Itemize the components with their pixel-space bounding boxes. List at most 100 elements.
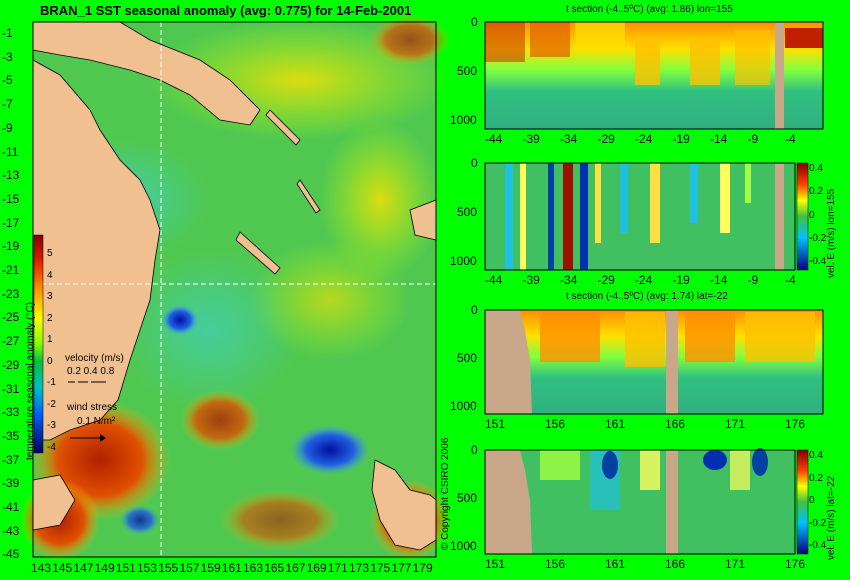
map-y-tick: -37 [2,452,20,467]
panel-x-tick: 161 [605,557,626,571]
panel-x-tick: -44 [485,273,503,287]
panel-x-tick: -4 [785,132,796,146]
map-y-tick: -1 [2,26,13,40]
map-y-tick: -21 [2,263,20,277]
colorbar-tick: 3 [47,291,53,302]
map-y-tick: -27 [2,334,20,349]
panel-x-tick: 176 [785,417,806,431]
vel-colorbar-tick: 0 [809,495,815,507]
panel-x-tick: 156 [545,557,566,571]
t-section-lon155-plot [484,21,824,130]
panel-y-tick: 0 [471,303,478,317]
panel-x-tick: 166 [665,417,686,431]
map-x-tick: 151 [115,561,136,575]
map-x-tick: 159 [200,561,221,575]
panel-y-tick: 1000 [450,254,477,269]
velocity-label: velocity (m/s) [65,353,124,364]
panel1-title: t section (-4..5ºC) (avg: 1.86) lon=155 [566,4,733,15]
map-x-tick: 143 [31,561,52,575]
map-y-tick: -29 [2,357,20,372]
panel-y-tick: 500 [457,490,478,505]
map-x-tick: 175 [370,561,391,575]
panel-y-tick: 1000 [450,398,477,413]
panel-x-tick: -4 [785,273,796,287]
map-x-tick: 167 [285,561,306,575]
map-x-tick: 165 [264,561,285,575]
map-y-tick: -41 [2,500,20,514]
panel-x-tick: -44 [485,132,503,146]
vel-colorbar-tick: -0.2 [809,232,827,244]
panel-y-tick: 500 [457,205,478,220]
panel-x-tick: -19 [672,273,690,287]
vel-colorbar-tick: -0.2 [809,517,827,529]
map-y-tick: -11 [2,144,19,159]
wind-stress-label: wind stress [67,402,118,413]
colorbar-tick: 5 [47,248,53,259]
map-x-tick: 179 [412,561,433,575]
panel-x-tick: -29 [597,273,615,287]
panel-x-tick: 171 [725,557,746,571]
velocity-values: 0.2 0.4 0.8 [67,366,115,377]
map-y-tick: -15 [2,191,20,206]
vel-colorbar-tick: 0 [809,209,815,221]
map-x-tick: 145 [52,561,73,575]
panel-y-tick: 0 [471,156,478,170]
panel-x-tick: -34 [560,132,578,146]
colorbar-tick: 2 [47,312,53,324]
map-y-tick: -5 [2,73,13,88]
panel-y-tick: 0 [471,15,478,29]
panel-x-tick: 156 [545,417,566,431]
map-x-tick: 177 [391,561,412,575]
map-x-tick: 149 [94,561,115,575]
panel-y-tick: 1000 [450,538,477,553]
copyright-text: © Copyright CSIRO 2006 [440,437,451,550]
map-y-tick: -43 [2,523,20,538]
panel-x-tick: 151 [485,417,506,431]
panel-x-tick: -14 [710,132,728,146]
panel-y-tick: 0 [471,443,478,457]
velocity-legend-arrows [68,381,106,442]
vel-colorbar-label-lon155: vel. E (m/s) lon=155 [826,188,837,278]
map-y-tick: -31 [2,381,20,396]
wind-stress-value: 0.1 N/m² [77,416,116,427]
map-x-tick: 163 [243,561,264,575]
new-caledonia-landmass [235,231,281,275]
map-x-tick: 161 [221,561,242,575]
vel-section-lon155-plot [484,162,809,271]
vel-colorbar-tick: -0.4 [809,256,827,268]
panel-x-tick: 176 [785,557,806,571]
map-y-tick: -19 [2,239,20,254]
panel-x-tick: -34 [560,273,578,287]
map-y-tick: -17 [2,215,20,230]
map-y-tick: -33 [2,405,20,420]
panel-x-tick: -24 [635,273,653,287]
map-y-tick: -23 [2,286,20,301]
colorbar-tick: 1 [47,334,53,345]
vel-colorbar-tick: 0.2 [809,186,823,198]
map-y-tick: -9 [2,120,13,135]
panel-x-tick: -9 [747,132,759,146]
map-y-tick: -25 [2,310,20,325]
colorbar-tick: 0 [47,355,53,367]
panel3-title: t section (-4..5ºC) (avg: 1.74) lat=-22 [566,291,728,302]
colorbar-tick: 4 [47,269,53,281]
map-x-tick: 171 [327,561,348,575]
vel-colorbar-label-lat22: vel. E (m/s) lat=-22 [826,475,837,560]
vel-colorbar-tick: 0.2 [809,472,823,484]
panel-x-tick: -39 [522,273,540,287]
australia-landmass [32,59,161,441]
map-x-tick: 147 [73,561,94,575]
panel-x-tick: 171 [725,417,746,431]
colorbar-tick: -3 [47,420,56,431]
png-landmass [32,21,261,126]
map-title: BRAN_1 SST seasonal anomaly (avg: 0.775)… [40,3,412,18]
panel-y-tick: 1000 [450,113,477,128]
sst-colorbar [33,234,44,454]
map-y-tick: -35 [2,428,20,443]
vel-colorbar-tick: 0.4 [809,163,823,174]
sst-anomaly-map [20,15,450,560]
map-x-tick: 153 [137,561,158,575]
map-x-tick: 169 [306,561,327,575]
